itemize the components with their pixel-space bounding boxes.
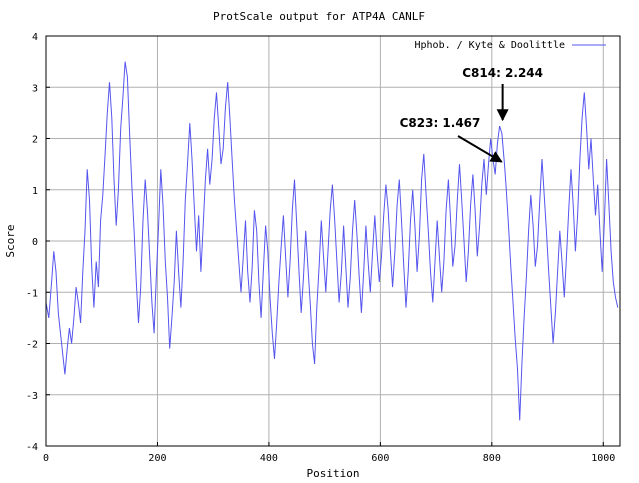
x-tick-label: 400 bbox=[260, 453, 278, 464]
y-axis-ticks: 4 3 2 1 0 -1 -2 -3 -4 bbox=[26, 32, 50, 453]
x-tick-label: 800 bbox=[483, 453, 501, 464]
legend-label: Hphob. / Kyte & Doolittle bbox=[414, 40, 565, 51]
annotation-c814-label: C814: 2.244 bbox=[462, 66, 543, 80]
y-tick-label: 1 bbox=[32, 186, 38, 197]
x-tick-label: 200 bbox=[148, 453, 166, 464]
y-axis-label: Score bbox=[4, 224, 17, 257]
y-tick-label: -4 bbox=[26, 442, 38, 453]
annotation-c823-arrow bbox=[457, 135, 503, 163]
legend: Hphob. / Kyte & Doolittle bbox=[414, 40, 606, 51]
x-tick-label: 1000 bbox=[591, 453, 615, 464]
y-tick-label: -3 bbox=[26, 391, 38, 402]
y-tick-label: 4 bbox=[32, 32, 38, 43]
y-tick-label: 0 bbox=[32, 237, 38, 248]
y-tick-label: 3 bbox=[32, 83, 38, 94]
hydrophobicity-series-line bbox=[45, 61, 619, 421]
x-axis-ticks: 0 200 400 600 800 1000 bbox=[43, 442, 615, 464]
annotations: C814: 2.244 C823: 1.467 bbox=[400, 66, 543, 163]
x-tick-label: 600 bbox=[371, 453, 389, 464]
y-tick-label: 2 bbox=[32, 135, 38, 146]
chart-title: ProtScale output for ATP4A CANLF bbox=[213, 10, 425, 23]
x-axis-label: Position bbox=[307, 467, 360, 480]
y-tick-label: -2 bbox=[26, 340, 38, 351]
x-tick-label: 0 bbox=[43, 453, 49, 464]
y-tick-label: -1 bbox=[26, 288, 38, 299]
annotation-c823-label: C823: 1.467 bbox=[400, 116, 481, 130]
